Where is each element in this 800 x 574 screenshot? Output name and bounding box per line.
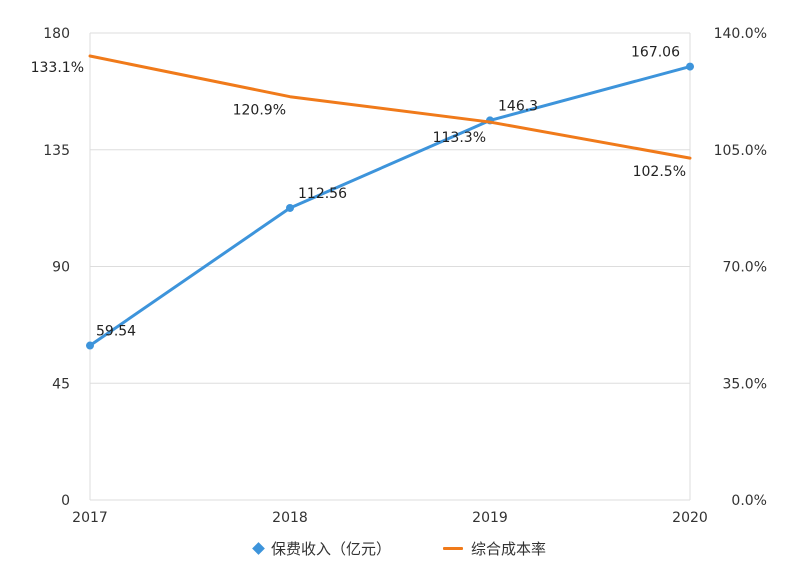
left-tick-label: 180 [43, 26, 70, 42]
right-tick-label: 0.0% [731, 493, 767, 509]
premium-data-point[interactable] [286, 203, 294, 212]
x-tick-label: 2017 [72, 510, 108, 526]
premium-data-point[interactable] [686, 62, 694, 71]
combined-ratio-data-label: 133.1% [31, 60, 84, 76]
premium-data-label: 112.56 [298, 186, 347, 202]
left-axis-ticks: 0 45 90 135 180 [43, 26, 70, 509]
legend-line-icon [443, 547, 463, 550]
right-tick-label: 140.0% [714, 26, 767, 42]
premium-data-label: 146.3 [498, 98, 538, 114]
legend-item-premium[interactable]: 保费收入（亿元） [252, 538, 391, 559]
left-tick-label: 0 [61, 493, 70, 509]
combined-ratio-data-label: 120.9% [233, 103, 286, 119]
premium-data-point[interactable] [86, 341, 94, 350]
series-layer [86, 54, 694, 350]
legend-marker-icon [252, 542, 265, 555]
premium-data-label: 59.54 [96, 324, 136, 340]
data-labels: 59.54 112.56 146.3 167.06 133.1% 120.9% 113.3%… [31, 45, 686, 340]
x-axis-ticks: 2017 2018 2019 2020 [72, 510, 708, 526]
left-tick-label: 135 [43, 143, 70, 159]
right-axis-ticks: 0.0% 35.0% 70.0% 105.0% 140.0% [714, 26, 767, 509]
gridlines [89, 32, 691, 501]
x-tick-label: 2018 [272, 510, 308, 526]
combined-ratio-data-label: 113.3% [433, 130, 486, 146]
legend-label-premium: 保费收入（亿元） [270, 540, 391, 558]
right-tick-label: 70.0% [723, 260, 767, 276]
combined-ratio-series-line [88, 54, 692, 160]
right-tick-label: 35.0% [723, 376, 767, 392]
left-tick-label: 45 [52, 376, 70, 392]
legend-label-combined-ratio: 综合成本率 [471, 540, 547, 558]
legend-item-combined-ratio[interactable]: 综合成本率 [443, 538, 546, 559]
legend: 保费收入（亿元） 综合成本率 [0, 538, 800, 559]
x-tick-label: 2019 [472, 510, 508, 526]
right-tick-label: 105.0% [714, 143, 767, 159]
premium-series-line [88, 65, 692, 348]
x-tick-label: 2020 [672, 510, 708, 526]
left-tick-label: 90 [52, 260, 70, 276]
combined-ratio-data-label: 102.5% [633, 164, 686, 180]
premium-data-label: 167.06 [631, 45, 680, 61]
